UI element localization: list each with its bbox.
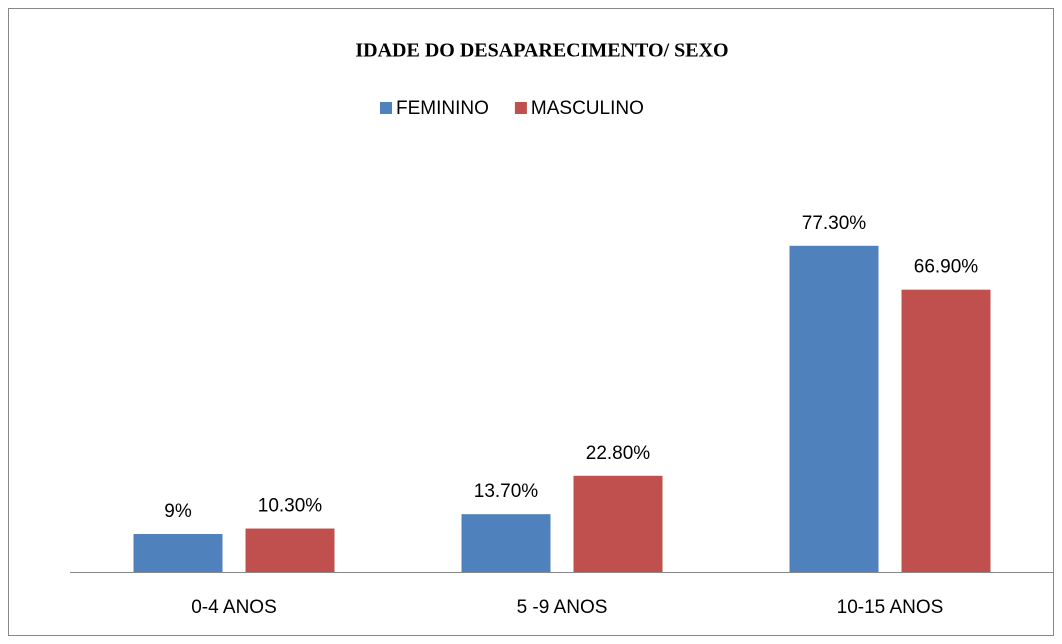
legend-swatch bbox=[380, 102, 392, 114]
x-tick-label: 0-4 ANOS bbox=[191, 597, 277, 618]
value-label: 9% bbox=[164, 501, 192, 522]
value-label: 22.80% bbox=[586, 443, 651, 464]
bar bbox=[245, 528, 335, 572]
x-tick-label: 10-15 ANOS bbox=[837, 597, 944, 618]
chart-title: IDADE DO DESAPARECIMENTO/ SEXO bbox=[355, 40, 728, 62]
value-label: 10.30% bbox=[258, 496, 323, 517]
bar bbox=[573, 475, 663, 572]
bar bbox=[461, 514, 551, 572]
value-label: 66.90% bbox=[914, 257, 979, 278]
bar bbox=[901, 289, 991, 572]
value-label: 13.70% bbox=[474, 481, 539, 502]
bar bbox=[133, 534, 223, 572]
legend-label: MASCULINO bbox=[531, 98, 644, 119]
x-tick-label: 5 -9 ANOS bbox=[517, 597, 608, 618]
legend-label: FEMININO bbox=[396, 98, 489, 119]
bar bbox=[789, 245, 879, 572]
legend-swatch bbox=[514, 102, 527, 114]
value-label: 77.30% bbox=[802, 213, 867, 234]
